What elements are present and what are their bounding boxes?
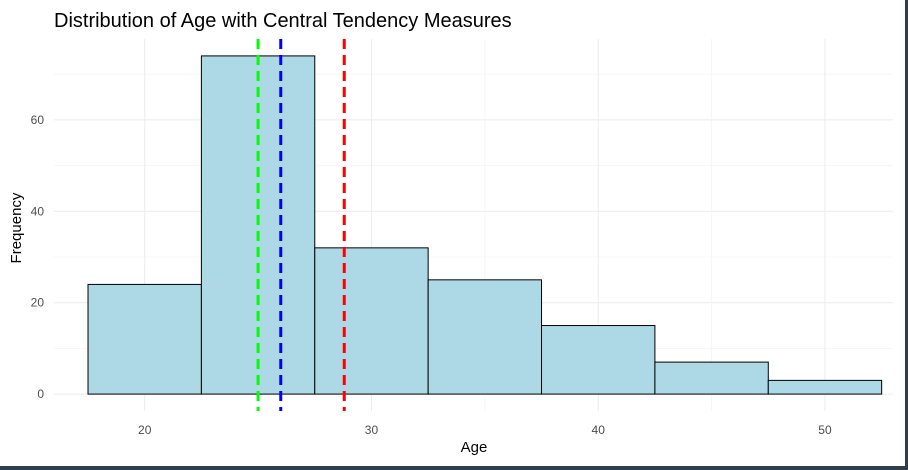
y-axis-title: Frequency (8, 192, 25, 263)
histogram-bars (87, 55, 883, 395)
central-tendency-lines (256, 39, 346, 411)
x-tick-label: 50 (818, 423, 832, 437)
x-axis-title: Age (461, 439, 488, 456)
histogram-bar (87, 283, 202, 395)
y-tick-label: 60 (31, 113, 45, 127)
histogram-bar (654, 361, 769, 395)
histogram-bar (427, 279, 543, 395)
y-tick-label: 0 (37, 387, 44, 401)
histogram-bar (767, 379, 883, 395)
histogram-bar (541, 325, 656, 395)
x-tick-label: 20 (138, 423, 152, 437)
y-tick-labels: 0 20 40 60 (31, 113, 45, 401)
x-tick-labels: 20 30 40 50 (138, 423, 832, 437)
y-tick-label: 20 (31, 296, 45, 310)
y-tick-label: 40 (31, 204, 45, 218)
x-tick-label: 40 (592, 423, 606, 437)
chart-title: Distribution of Age with Central Tendenc… (54, 10, 512, 32)
histogram-bar (314, 247, 429, 395)
x-tick-label: 30 (365, 423, 379, 437)
